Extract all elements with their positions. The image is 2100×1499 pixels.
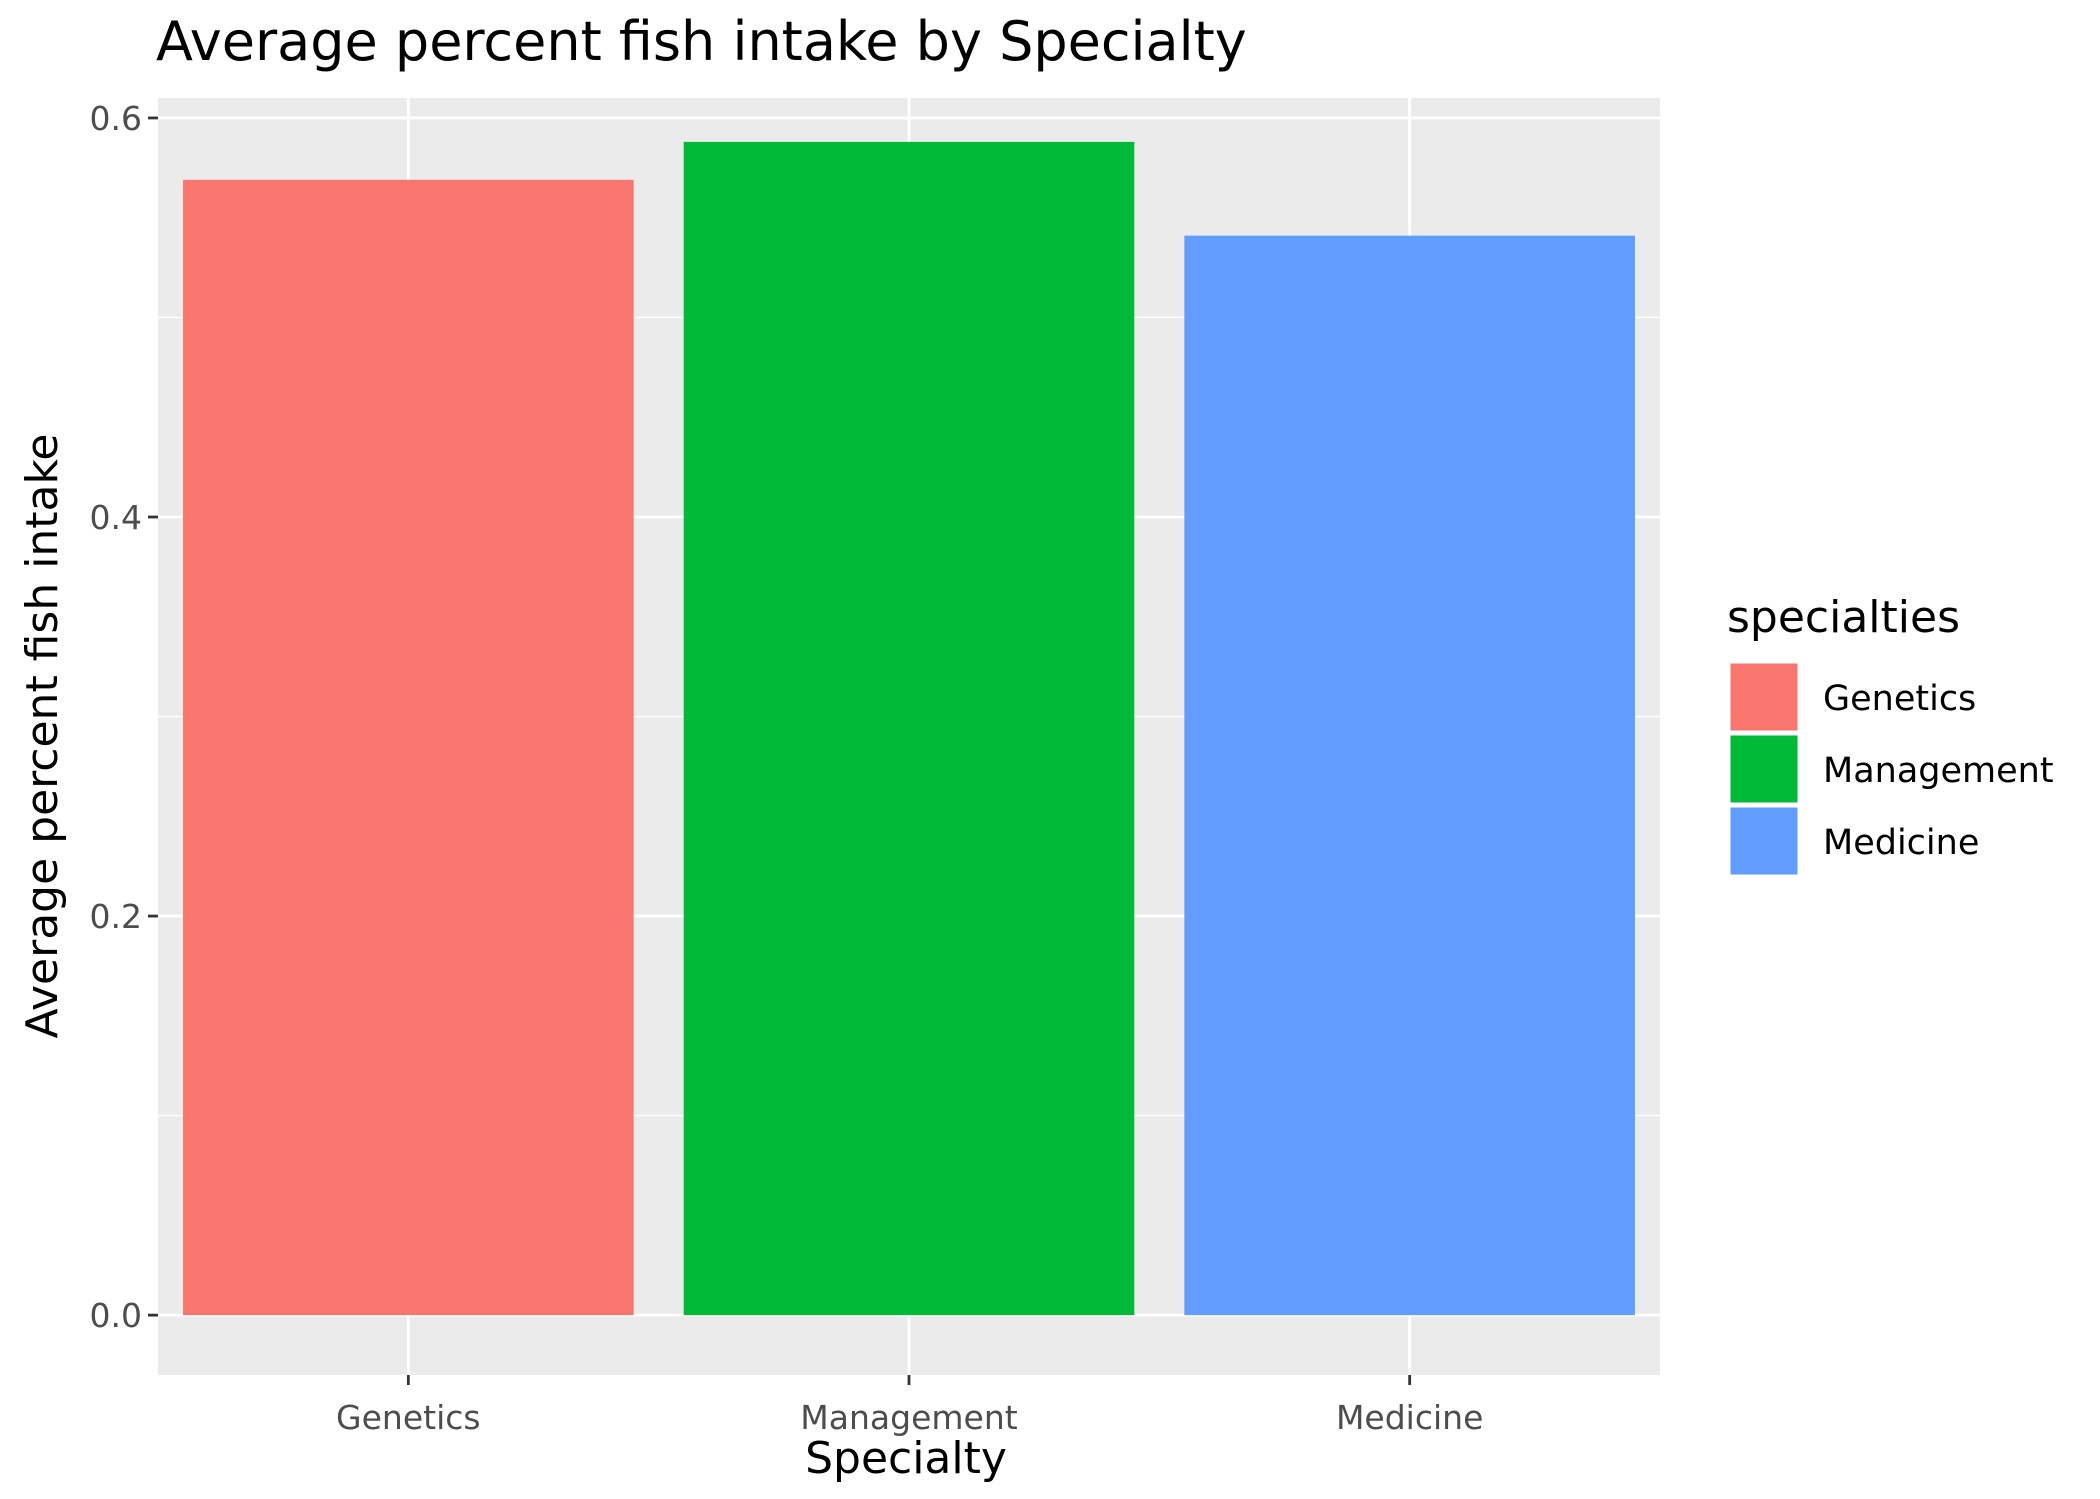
x-axis: Genetics Management Medicine [336,1375,1483,1437]
legend-label-medicine: Medicine [1823,823,1979,863]
x-tick-label: Genetics [336,1398,481,1437]
bar-genetics [183,179,634,1316]
chart-title: Average percent fish intake by Specialty [156,10,1247,73]
legend-key-genetics [1727,660,1801,734]
legend-key-medicine [1727,804,1801,878]
y-tick-label: 0.4 [90,498,142,537]
y-tick-label: 0.6 [90,99,142,138]
y-axis: 0.0 0.2 0.4 0.6 [90,99,158,1335]
x-axis-title: Specialty [805,1433,1007,1484]
y-tick-label: 0.0 [90,1296,142,1335]
legend-label-management: Management [1823,751,2054,791]
legend-title: specialties [1727,592,1960,643]
bars [183,141,1635,1316]
bar-management [683,141,1135,1316]
legend: specialties Genetics Management Medicine [1727,592,2054,878]
legend-key-management [1727,732,1801,806]
x-tick-label: Medicine [1336,1398,1483,1437]
y-axis-title: Average percent fish intake [17,434,68,1039]
y-tick-label: 0.2 [90,897,142,936]
x-tick-label: Management [800,1398,1017,1437]
legend-label-genetics: Genetics [1823,679,1976,719]
bar-medicine [1184,235,1635,1316]
